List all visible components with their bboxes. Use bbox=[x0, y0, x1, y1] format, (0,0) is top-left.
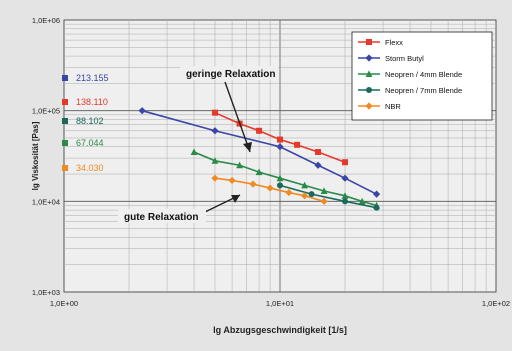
x-tick-label: 1,0E+00 bbox=[50, 299, 78, 308]
y-axis-label: lg Viskosität [Pas] bbox=[31, 121, 40, 190]
legend: Flexx Storm Butyl Neopren / 4mm Blende Neop… bbox=[351, 31, 493, 121]
data-point bbox=[228, 176, 236, 185]
data-point bbox=[301, 181, 309, 189]
y-axis-value-marker bbox=[62, 140, 68, 146]
data-point bbox=[373, 204, 380, 211]
y-axis-value-marker bbox=[62, 99, 68, 105]
series-line bbox=[193, 151, 377, 207]
legend-marker bbox=[366, 39, 372, 45]
legend-marker bbox=[365, 102, 373, 110]
series-line bbox=[141, 109, 377, 195]
y-axis-value-marker bbox=[62, 118, 68, 124]
series-3 bbox=[190, 148, 380, 209]
data-point bbox=[342, 159, 349, 166]
x-axis-label: lg Abzugsgeschwindigkeit [1/s] bbox=[213, 325, 347, 335]
data-point bbox=[190, 148, 198, 156]
annotation-box-geringe bbox=[180, 66, 278, 80]
data-point bbox=[211, 109, 218, 116]
legend-entry: Storm Butyl bbox=[358, 54, 424, 63]
data-point bbox=[255, 168, 263, 176]
y-axis-value-label: 34.030 bbox=[76, 163, 104, 173]
data-point bbox=[301, 192, 309, 200]
data-point bbox=[211, 127, 219, 135]
y-axis-value-marker bbox=[62, 165, 68, 171]
annotation-arrow-geringe bbox=[224, 81, 251, 153]
annotations: geringe Relaxation gute Relaxation bbox=[118, 66, 278, 223]
series-2 bbox=[138, 107, 381, 198]
data-point bbox=[320, 187, 328, 195]
data-point bbox=[342, 198, 349, 205]
data-point bbox=[314, 161, 322, 169]
annotation-geringe-relaxation: geringe Relaxation bbox=[186, 69, 275, 80]
data-point bbox=[315, 149, 322, 156]
legend-label: Neopren / 4mm Blende bbox=[385, 70, 462, 79]
y-axis-value-label: 88.102 bbox=[76, 116, 104, 126]
data-point bbox=[256, 127, 263, 134]
annotation-box-gute bbox=[118, 209, 206, 223]
data-point bbox=[211, 157, 219, 164]
data-point bbox=[138, 107, 146, 115]
data-point bbox=[276, 174, 284, 182]
y-axis-value-label: 213.155 bbox=[76, 73, 109, 83]
data-point bbox=[277, 136, 283, 143]
data-point bbox=[358, 197, 366, 205]
legend-entry: Neopren / 7mm Blende bbox=[358, 86, 462, 95]
annotation-arrowhead-geringe bbox=[243, 142, 252, 152]
legend-entry: NBR bbox=[358, 102, 401, 111]
data-point bbox=[341, 192, 349, 199]
y-axis-value-label: 67.044 bbox=[76, 138, 104, 148]
legend-label: Neopren / 7mm Blende bbox=[385, 86, 462, 95]
data-point bbox=[308, 191, 315, 198]
data-point bbox=[266, 184, 274, 192]
legend-entry: Neopren / 4mm Blende bbox=[358, 70, 462, 79]
data-point bbox=[276, 143, 284, 151]
y-tick-label: 1,0E+06 bbox=[32, 16, 60, 25]
y-tick-label: 1,0E+05 bbox=[32, 107, 60, 116]
data-point bbox=[236, 161, 243, 169]
annotation-gute-relaxation: gute Relaxation bbox=[124, 212, 198, 223]
y-axis-value-label: 138.110 bbox=[76, 97, 108, 107]
tick-labels: 1,0E+00 1,0E+01 1,0E+02 1,0E+03 1,0E+04 1,0E+… bbox=[32, 16, 510, 308]
data-point bbox=[372, 190, 381, 198]
data-point bbox=[285, 188, 293, 197]
y-tick-label: 1,0E+03 bbox=[32, 288, 60, 297]
series-5 bbox=[211, 174, 328, 205]
data-point bbox=[211, 174, 219, 182]
series-4 bbox=[277, 182, 380, 211]
data-point bbox=[341, 174, 349, 182]
legend-entry: Flexx bbox=[358, 38, 403, 47]
data-point bbox=[320, 197, 328, 205]
y-tick-label: 1,0E+04 bbox=[32, 197, 60, 206]
legend-marker bbox=[365, 54, 373, 62]
legend-label: Flexx bbox=[385, 38, 403, 47]
legend-marker bbox=[366, 87, 372, 93]
y-axis-value-marker bbox=[62, 75, 68, 81]
data-point bbox=[277, 182, 283, 189]
legend-label: Storm Butyl bbox=[385, 54, 424, 63]
legend-marker bbox=[365, 70, 373, 77]
series-line bbox=[279, 184, 377, 209]
annotation-arrowhead-gute bbox=[231, 195, 240, 203]
x-tick-label: 1,0E+02 bbox=[482, 299, 510, 308]
data-point bbox=[294, 141, 301, 148]
y-axis-value-labels: 213.155 138.110 88.102 67.044 34.030 bbox=[62, 73, 109, 173]
x-tick-label: 1,0E+01 bbox=[266, 299, 294, 308]
legend-label: NBR bbox=[385, 102, 401, 111]
data-point bbox=[249, 180, 257, 188]
